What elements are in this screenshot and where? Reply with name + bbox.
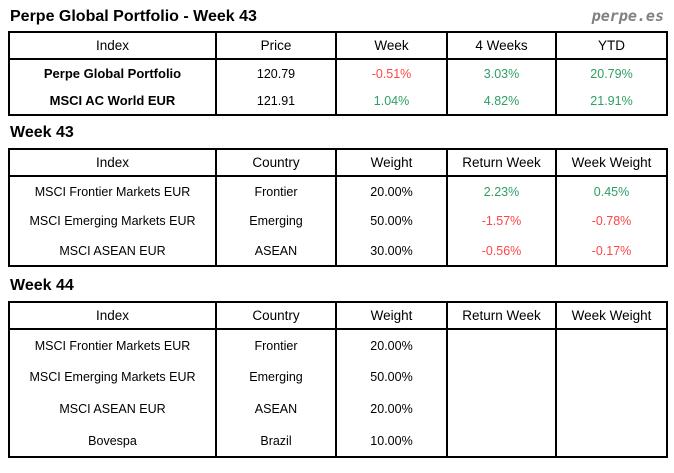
cell-weight: 20.00% (335, 176, 448, 206)
column-header-week: Week (335, 32, 448, 59)
cell-weight: 50.00% (335, 361, 448, 393)
cell-index-name: MSCI Frontier Markets EUR (8, 329, 217, 361)
cell-week-weight (555, 425, 668, 457)
section-heading-week-43: Week 43 (10, 124, 74, 141)
cell-return-week: -1.57% (446, 206, 557, 236)
summary-table-header-row: Index Price Week 4 Weeks YTD (8, 32, 668, 59)
cell-return-week (446, 425, 557, 457)
site-logo: perpe.es (591, 7, 664, 25)
page-title: Perpe Global Portfolio - Week 43 (10, 8, 257, 25)
cell-weight: 50.00% (335, 206, 448, 236)
cell-country: ASEAN (215, 236, 337, 266)
table-row: MSCI Emerging Markets EUR Emerging 50.00… (8, 206, 668, 236)
cell-week-weight (555, 329, 668, 361)
week43-table: Index Country Weight Return Week Week We… (8, 148, 668, 267)
cell-weight: 20.00% (335, 393, 448, 425)
column-header-country: Country (215, 302, 337, 329)
table-row: Bovespa Brazil 10.00% (8, 425, 668, 457)
table-row: MSCI Frontier Markets EUR Frontier 20.00… (8, 176, 668, 206)
section-heading-week-44: Week 44 (10, 277, 74, 294)
report-header: Perpe Global Portfolio - Week 43 perpe.e… (8, 6, 666, 26)
cell-country: Frontier (215, 176, 337, 206)
cell-week-return: -0.51% (335, 59, 448, 87)
column-header-return-week: Return Week (446, 149, 557, 176)
cell-ytd-return: 20.79% (555, 59, 668, 87)
cell-index-name: MSCI Emerging Markets EUR (8, 206, 217, 236)
week44-table-header-row: Index Country Weight Return Week Week We… (8, 302, 668, 329)
cell-index-name: Bovespa (8, 425, 217, 457)
column-header-index: Index (8, 149, 217, 176)
cell-index-name: MSCI AC World EUR (8, 87, 217, 115)
cell-return-week: 2.23% (446, 176, 557, 206)
table-row: MSCI Frontier Markets EUR Frontier 20.00… (8, 329, 668, 361)
cell-price: 121.91 (215, 87, 337, 115)
column-header-4-weeks: 4 Weeks (446, 32, 557, 59)
table-row: MSCI ASEAN EUR ASEAN 20.00% (8, 393, 668, 425)
cell-week-weight (555, 361, 668, 393)
column-header-weight: Weight (335, 302, 448, 329)
column-header-index: Index (8, 32, 217, 59)
cell-weight: 30.00% (335, 236, 448, 266)
cell-index-name: MSCI ASEAN EUR (8, 393, 217, 425)
column-header-weight: Weight (335, 149, 448, 176)
cell-index-name: MSCI Emerging Markets EUR (8, 361, 217, 393)
week44-table: Index Country Weight Return Week Week We… (8, 301, 668, 458)
column-header-price: Price (215, 32, 337, 59)
cell-return-week (446, 329, 557, 361)
column-header-week-weight: Week Weight (555, 149, 668, 176)
table-row: MSCI ASEAN EUR ASEAN 30.00% -0.56% -0.17… (8, 236, 668, 266)
column-header-week-weight: Week Weight (555, 302, 668, 329)
summary-table: Index Price Week 4 Weeks YTD Perpe Globa… (8, 31, 668, 116)
cell-ytd-return: 21.91% (555, 87, 668, 115)
cell-4-weeks-return: 3.03% (446, 59, 557, 87)
column-header-index: Index (8, 302, 217, 329)
cell-4-weeks-return: 4.82% (446, 87, 557, 115)
table-row: Perpe Global Portfolio 120.79 -0.51% 3.0… (8, 59, 668, 87)
cell-index-name: MSCI Frontier Markets EUR (8, 176, 217, 206)
cell-country: Emerging (215, 206, 337, 236)
cell-country: Brazil (215, 425, 337, 457)
cell-index-name: MSCI ASEAN EUR (8, 236, 217, 266)
cell-week-weight: 0.45% (555, 176, 668, 206)
cell-week-weight (555, 393, 668, 425)
column-header-return-week: Return Week (446, 302, 557, 329)
cell-week-weight: -0.17% (555, 236, 668, 266)
cell-return-week: -0.56% (446, 236, 557, 266)
cell-return-week (446, 361, 557, 393)
cell-weight: 20.00% (335, 329, 448, 361)
column-header-country: Country (215, 149, 337, 176)
cell-country: ASEAN (215, 393, 337, 425)
cell-country: Emerging (215, 361, 337, 393)
cell-weight: 10.00% (335, 425, 448, 457)
cell-price: 120.79 (215, 59, 337, 87)
cell-return-week (446, 393, 557, 425)
table-row: MSCI Emerging Markets EUR Emerging 50.00… (8, 361, 668, 393)
table-row: MSCI AC World EUR 121.91 1.04% 4.82% 21.… (8, 87, 668, 115)
cell-week-weight: -0.78% (555, 206, 668, 236)
column-header-ytd: YTD (555, 32, 668, 59)
cell-week-return: 1.04% (335, 87, 448, 115)
cell-index-name: Perpe Global Portfolio (8, 59, 217, 87)
cell-country: Frontier (215, 329, 337, 361)
week43-table-header-row: Index Country Weight Return Week Week We… (8, 149, 668, 176)
